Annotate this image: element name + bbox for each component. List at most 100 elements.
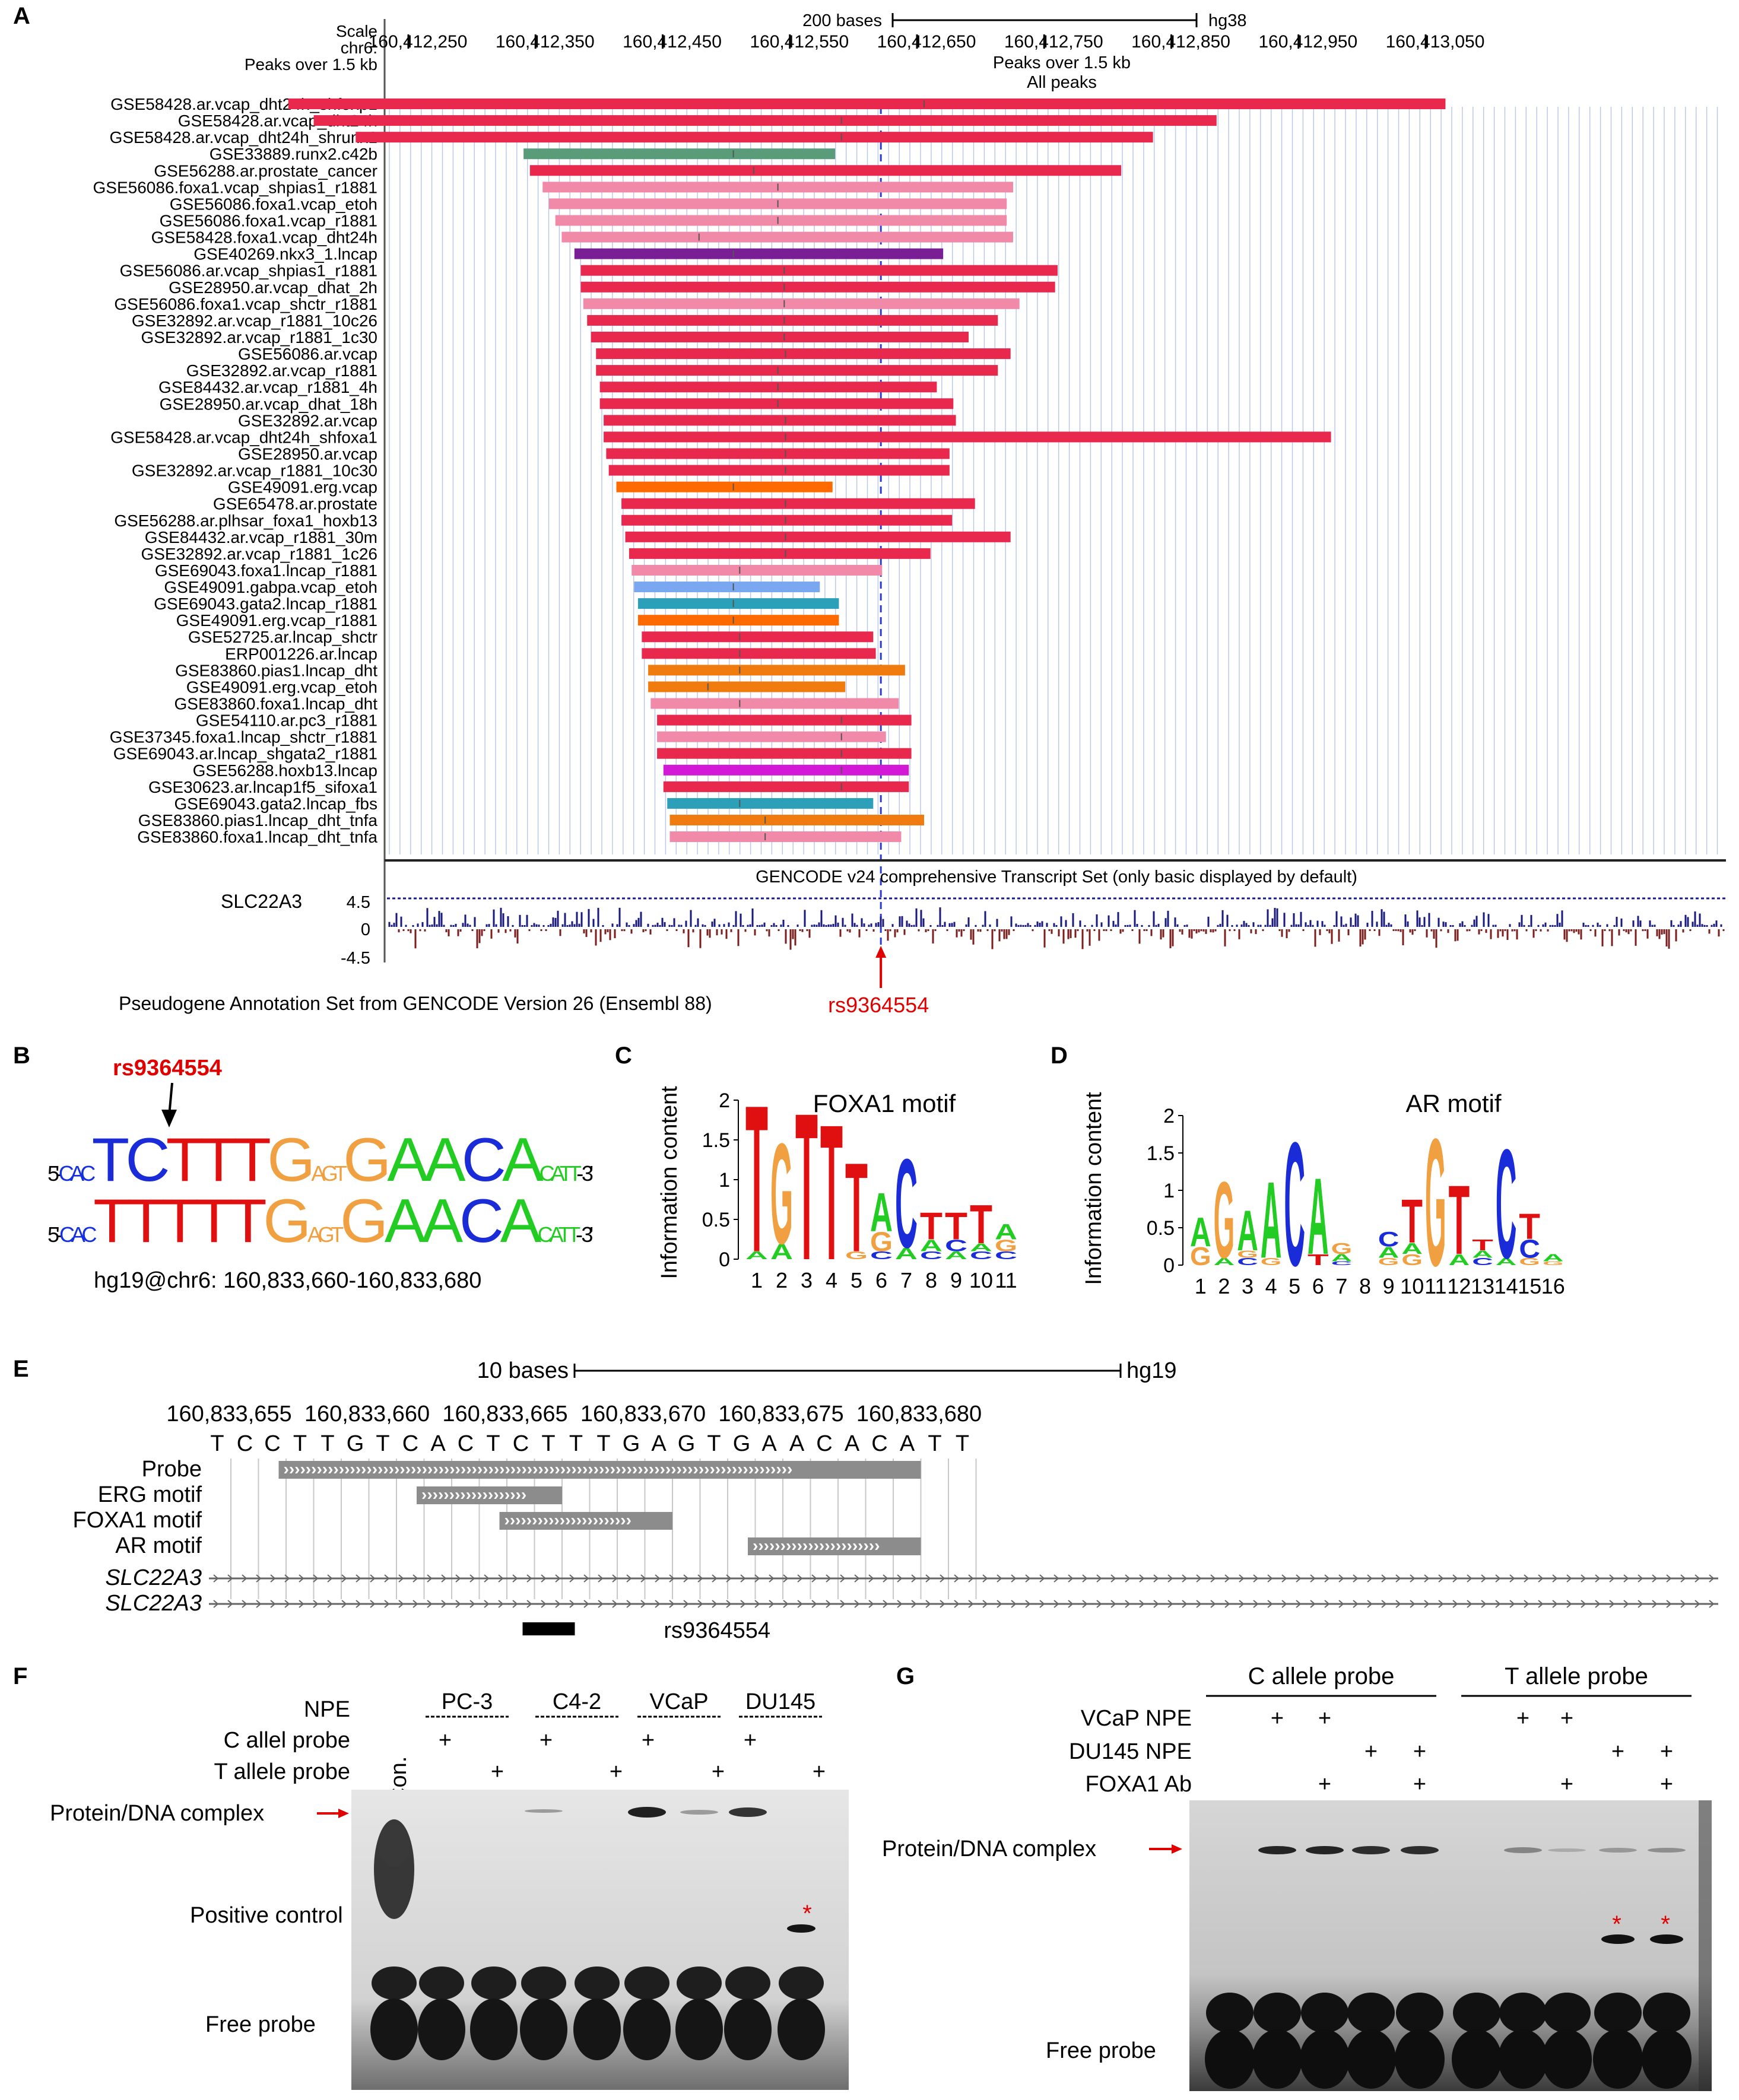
free-probe-band-lower bbox=[1205, 2029, 1255, 2089]
ruler-position: 160,412,850 bbox=[1131, 32, 1230, 52]
sequence-segment: CAC bbox=[59, 1161, 96, 1186]
peak-bar bbox=[313, 115, 1217, 126]
peak-track-label: GSE58428.ar.vcap_dht24h_shrunx1 bbox=[110, 128, 377, 147]
logo-letter: A bbox=[1472, 1248, 1493, 1260]
free-probe-band bbox=[372, 1966, 417, 2000]
peak-track-label: ERP001226.ar.lncap bbox=[225, 644, 377, 663]
peak-track-label: GSE28950.ar.vcap_dhat_2h bbox=[169, 278, 377, 297]
complex-band bbox=[729, 1807, 767, 1817]
free-probe-band bbox=[677, 1966, 722, 2000]
peak-track-label: GSE65478.ar.prostate bbox=[213, 495, 377, 513]
logo-letter: A bbox=[770, 1239, 793, 1263]
peak-track-label: GSE30623.ar.lncap1f5_sifoxa1 bbox=[148, 778, 377, 796]
sequence-segment: C bbox=[125, 1126, 170, 1194]
free-probe-band-lower bbox=[724, 1999, 772, 2060]
sequence-segment: - 3' bbox=[576, 1161, 594, 1186]
zoom-track-bar bbox=[417, 1486, 562, 1504]
peak-bar bbox=[669, 815, 924, 826]
zoom-base: C bbox=[237, 1431, 253, 1456]
lane-group-label: PC-3 bbox=[442, 1689, 493, 1714]
zoom-base: T bbox=[486, 1431, 500, 1456]
peak-bar bbox=[667, 798, 874, 809]
logo-d-ylabel: Information content bbox=[1081, 1092, 1106, 1285]
peak-bar bbox=[669, 831, 902, 843]
zoom-position-label: 160,833,665 bbox=[442, 1402, 567, 1427]
peak-track-label: GSE40269.nkx3_1.lncap bbox=[193, 245, 377, 263]
ruler-position: 160,413,050 bbox=[1386, 32, 1485, 52]
npe-label-f: NPE bbox=[304, 1697, 350, 1722]
logo-letter: G bbox=[1519, 1256, 1540, 1267]
sequence-segment: AA bbox=[385, 1187, 464, 1256]
zoom-base: A bbox=[430, 1431, 446, 1456]
sequence-coords: hg19@chr6: 160,833,660-160,833,680 bbox=[94, 1268, 481, 1293]
logo-position-label: 5 bbox=[851, 1268, 862, 1292]
g-plus: + bbox=[1660, 1772, 1673, 1797]
logo-letter: G bbox=[1331, 1240, 1353, 1257]
lane-group-label: DU145 bbox=[745, 1689, 815, 1714]
t-probe-plus: + bbox=[712, 1759, 725, 1784]
free-probe-band-lower bbox=[470, 1999, 518, 2060]
logo-letter: A bbox=[970, 1241, 992, 1254]
peak-track-label: GSE83860.pias1.lncap_dht bbox=[175, 661, 377, 679]
peak-bar bbox=[587, 314, 998, 326]
logo-letter: A bbox=[1190, 1209, 1211, 1256]
free-probe-band-lower bbox=[1395, 2029, 1445, 2089]
panel-letters: A B C D E F G bbox=[13, 3, 1068, 1689]
peak-track-label: GSE56086.ar.vcap bbox=[238, 345, 377, 363]
scale-label: Scale bbox=[336, 22, 377, 40]
c-probe-plus: + bbox=[642, 1728, 655, 1753]
peak-track-label: GSE56086.foxa1.vcap_shpias1_r1881 bbox=[93, 178, 377, 196]
logo-letter: T bbox=[1401, 1186, 1423, 1256]
logo-c-title: FOXA1 motif bbox=[813, 1089, 956, 1117]
c-group-label-g: C allele probe bbox=[1248, 1663, 1395, 1689]
g-plus: + bbox=[1271, 1706, 1284, 1731]
logo-y-tick-label: 0 bbox=[1163, 1254, 1175, 1277]
g-plus-signs: + + + + + + + + + + + + bbox=[1271, 1706, 1673, 1797]
peak-track-label: GSE32892.ar.vcap bbox=[238, 411, 377, 430]
logo-letter: C bbox=[1378, 1228, 1400, 1251]
ruler-position: 160,412,350 bbox=[496, 32, 595, 52]
sequence-segment: C bbox=[462, 1126, 506, 1194]
snp-marker bbox=[522, 1622, 575, 1635]
zoom-track-bar bbox=[278, 1461, 921, 1479]
peak-bar bbox=[596, 348, 1011, 360]
panel-letter-f: F bbox=[13, 1663, 27, 1689]
g-plus: + bbox=[1318, 1772, 1331, 1797]
logo-y-tick-label: 0.5 bbox=[1147, 1217, 1175, 1240]
free-probe-band bbox=[1499, 1993, 1547, 2033]
logo-position-label: 3 bbox=[801, 1268, 813, 1292]
ruler-position: 160,412,950 bbox=[1258, 32, 1357, 52]
zoom-base: A bbox=[651, 1431, 667, 1456]
peak-bar bbox=[580, 281, 1055, 293]
complex-band bbox=[1306, 1846, 1344, 1854]
browser-grid bbox=[389, 107, 1718, 854]
c-probe-plus: + bbox=[540, 1728, 553, 1753]
g-plus: + bbox=[1560, 1772, 1573, 1797]
peak-track-label: GSE56086.foxa1.vcap_etoh bbox=[170, 195, 377, 213]
peak-track-label: GSE83860.pias1.lncap_dht_tnfa bbox=[138, 811, 378, 830]
free-probe-band-lower bbox=[778, 1999, 825, 2060]
logo-position-label: 7 bbox=[900, 1268, 912, 1292]
zoom-base: T bbox=[210, 1431, 224, 1456]
logo-letter: A bbox=[920, 1237, 943, 1255]
panel-d-ar-logo: AR motif Information content 00.511.521 2… bbox=[1081, 1089, 1565, 1304]
zoom-positions: 160,833,655 160,833,660 160,833,665 160,833… bbox=[166, 1402, 982, 1427]
logo-y-tick-label: 0.5 bbox=[702, 1209, 730, 1231]
zoom-base: T bbox=[928, 1431, 941, 1456]
free-probe-band-lower bbox=[1346, 2029, 1396, 2089]
peak-track-label: GSE69043.ar.lncap_shgata2_r1881 bbox=[113, 745, 377, 763]
logo-position-label: 9 bbox=[950, 1268, 962, 1292]
complex-band bbox=[1599, 1848, 1637, 1853]
peak-track-label: GSE56288.hoxb13.lncap bbox=[193, 761, 377, 780]
peak-track-label: GSE28950.ar.vcap bbox=[238, 444, 377, 463]
logo-letter: T bbox=[1519, 1206, 1540, 1247]
panel-letter-d: D bbox=[1051, 1043, 1068, 1069]
peak-bar bbox=[621, 498, 975, 509]
t-probe-plus: + bbox=[491, 1759, 504, 1784]
logo-position-label: 13 bbox=[1471, 1274, 1494, 1298]
lane-group-label: VCaP bbox=[649, 1689, 708, 1714]
foxa1-ab-label: FOXA1 Ab bbox=[1085, 1772, 1192, 1797]
logo-y-tick-label: 1 bbox=[1163, 1180, 1175, 1202]
complex-band bbox=[628, 1807, 666, 1818]
peak-bar bbox=[663, 781, 909, 792]
